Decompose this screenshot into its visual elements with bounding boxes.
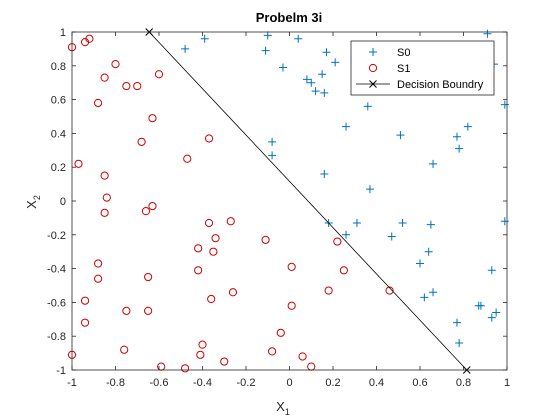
x-tick-label: -0.6 [150,377,169,389]
y-tick-label: -0.6 [47,297,66,309]
x-tick-label: 0.2 [325,377,340,389]
y-tick-label: 0.8 [51,61,66,73]
x-tick-label: 0.4 [369,377,384,389]
legend: S0 S1 Decision Boundry [351,41,494,95]
legend-label-s1: S1 [397,63,410,75]
y-tick-label: -0.2 [47,230,66,242]
x-tick-label: 0 [286,377,292,389]
x-tick-label: 0.8 [456,377,471,389]
y-tick-label: 1 [60,27,66,39]
y-tick-label: -1 [56,365,66,377]
y-tick-label: -0.8 [47,331,66,343]
x-axis-label-subscript: 1 [285,407,290,417]
y-tick-label: 0.2 [51,162,66,174]
y-tick-label: 0.6 [51,95,66,107]
legend-label-decision-boundry: Decision Boundry [397,79,484,91]
x-tick-label: 0.6 [412,377,427,389]
x-tick-label: -0.2 [237,377,256,389]
legend-label-s0: S0 [397,47,410,59]
y-tick-label: 0 [60,196,66,208]
chart-title: Probelm 3i [256,10,322,25]
x-tick-label: -1 [67,377,77,389]
y-tick-label: -0.4 [47,264,66,276]
x-tick-label: 1 [504,377,510,389]
x-axis-label-text: X [276,399,285,414]
y-axis-label-text: X [24,200,39,209]
y-tick-label: 0.4 [51,128,66,140]
x-tick-label: -0.4 [193,377,212,389]
x-tick-label: -0.8 [106,377,125,389]
y-axis-label-subscript: 2 [32,195,42,200]
